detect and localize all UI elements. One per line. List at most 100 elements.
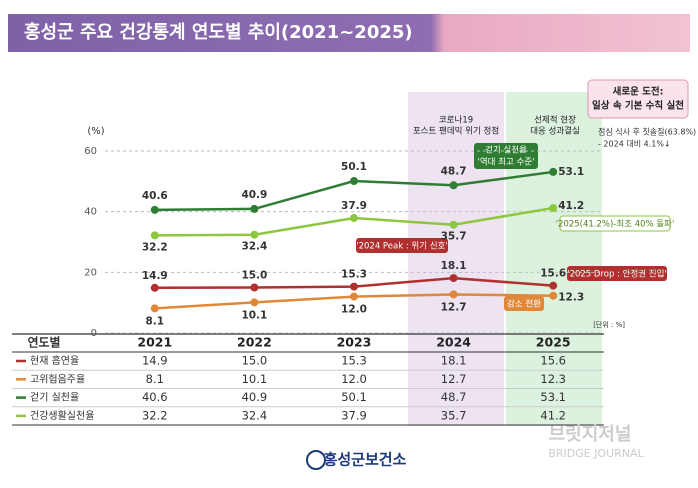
annotation: '2024 Peak : 위기 신호' [356, 242, 447, 252]
logo [306, 450, 326, 470]
data-label: 32.4 [241, 241, 267, 253]
y-tick-label: 60 [84, 146, 97, 157]
data-point [549, 291, 558, 300]
data-label: 12.0 [341, 304, 367, 316]
x-tick-label: 2023 [337, 335, 372, 350]
data-point [549, 281, 558, 290]
data-label: 12.3 [558, 292, 584, 304]
data-point [150, 205, 159, 214]
table-header: 연도별 [27, 335, 60, 350]
data-point [250, 204, 259, 213]
table-cell: 48.7 [441, 390, 467, 404]
data-label: 48.7 [441, 165, 467, 177]
table-cell: 18.1 [441, 354, 467, 368]
y-tick-label: 0 [91, 328, 97, 339]
annotation: 새로운 도전: [613, 86, 664, 98]
table-cell: 37.9 [341, 408, 367, 422]
data-point [250, 298, 259, 307]
data-label: 50.1 [341, 161, 367, 173]
callout-box [474, 143, 538, 169]
table-cell: 15.6 [540, 354, 566, 368]
table-cell: 32.2 [142, 408, 168, 422]
unit-note: [단위 : %] [593, 320, 625, 329]
annotation: '2025 Drop : 안정권 진입' [567, 269, 667, 280]
table-cell: 32.4 [242, 408, 268, 422]
legend-label: 건강생활실천율 [30, 409, 94, 422]
data-label: 32.2 [142, 241, 168, 253]
annotation: 코로나19 [439, 116, 473, 126]
data-point [350, 177, 358, 186]
y-axis-label: (%) [87, 126, 104, 137]
x-tick-label: 2024 [436, 335, 471, 350]
data-point [549, 167, 558, 176]
table-cell: 15.0 [242, 354, 268, 368]
data-label: 40.6 [142, 190, 168, 202]
watermark: 브릿지저널 [549, 424, 632, 445]
annotation: 걷기 실천율 [485, 145, 527, 156]
annotation: '2025(41.2%)-최초 40% 돌파' [556, 219, 675, 230]
data-label: 41.2 [558, 200, 584, 212]
data-point [449, 181, 458, 190]
table-cell: 53.1 [540, 390, 566, 404]
x-tick-label: 2021 [137, 335, 172, 350]
table-cell: 50.1 [341, 390, 367, 404]
data-label: 8.1 [145, 315, 164, 327]
data-label: 12.7 [441, 301, 467, 313]
data-label: 10.1 [241, 309, 267, 321]
annotation: 일상 속 기본 수칙 실천 [592, 100, 684, 112]
table-cell: 15.3 [341, 354, 367, 368]
watermark: BRIDGE JOURNAL [548, 447, 644, 460]
table-cell: 40.6 [142, 390, 168, 404]
table-cell: 8.1 [146, 372, 164, 386]
data-point [449, 220, 458, 229]
data-point [449, 290, 458, 299]
x-tick-label: 2025 [536, 335, 571, 350]
x-tick-label: 2022 [237, 335, 272, 350]
source: 홍성군보건소 [324, 451, 407, 469]
table-cell: 41.2 [540, 408, 566, 422]
data-label: 14.9 [142, 270, 168, 282]
callout-box [504, 296, 544, 311]
data-point [449, 274, 458, 283]
data-point [350, 214, 358, 223]
annotation: '역대 최고 수준' [478, 157, 535, 168]
callout-box [356, 238, 448, 253]
callout-box [559, 215, 671, 232]
annotation: 선제적 현장 [534, 115, 576, 126]
data-label: 40.9 [241, 189, 267, 201]
header-banner [8, 14, 690, 52]
annotation: - 2024 대비 4.1%↓ [598, 140, 671, 149]
data-label: 53.1 [558, 166, 584, 178]
challenge-box [587, 79, 689, 119]
data-point [150, 304, 159, 313]
table-cell: 12.0 [341, 372, 367, 386]
y-tick-label: 20 [84, 267, 97, 278]
legend-label: 고위험음주율 [30, 372, 85, 385]
y-tick-label: 40 [84, 207, 97, 218]
annotation: 점심 식사 후 칫솔질(63.8%) [598, 127, 696, 137]
data-label: 35.7 [441, 231, 467, 243]
data-label: 18.1 [441, 260, 467, 272]
data-point [250, 230, 259, 239]
data-label: 15.6 [540, 268, 566, 280]
table-cell: 12.7 [441, 372, 467, 386]
data-label: 15.3 [341, 269, 367, 281]
annotation: 대응 성과결실 [530, 126, 580, 137]
data-point [350, 292, 358, 301]
data-point [549, 204, 558, 213]
data-point [150, 283, 159, 292]
table-cell: 35.7 [441, 408, 467, 422]
data-label: 37.9 [341, 200, 367, 212]
data-point [350, 282, 358, 291]
table-cell: 12.3 [540, 372, 566, 386]
legend-label: 현재 흡연율 [30, 354, 79, 367]
data-point [150, 231, 159, 240]
table-cell: 14.9 [142, 354, 168, 368]
table-cell: 10.1 [242, 372, 268, 386]
callout-box [567, 266, 667, 281]
annotation: 감소 전환 [507, 299, 541, 310]
data-label: 15.0 [241, 270, 267, 282]
data-point [250, 283, 259, 292]
chart-title: 홍성군 주요 건강통계 연도별 추이(2021~2025) [24, 21, 413, 43]
